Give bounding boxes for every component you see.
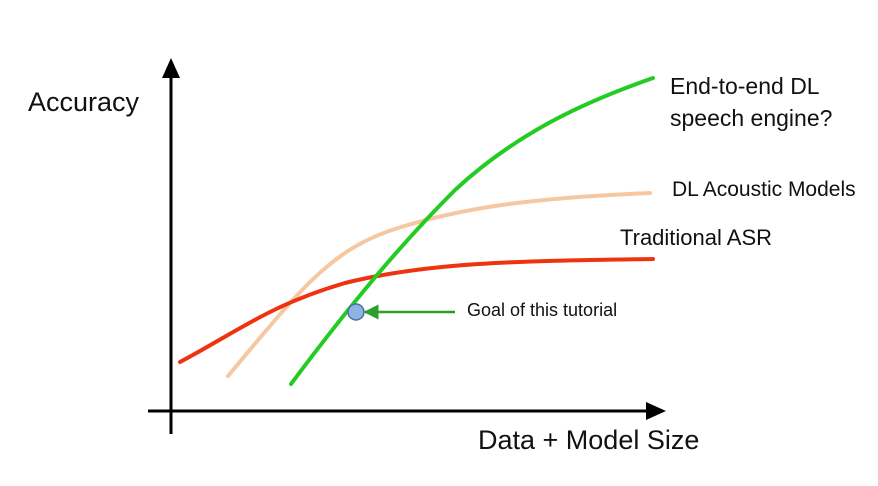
series-label-peach: DL Acoustic Models xyxy=(672,178,856,201)
series-label-green-line2: speech engine? xyxy=(670,105,833,131)
goal-marker xyxy=(347,303,365,321)
series-curve-peach xyxy=(226,191,652,378)
annotation-text: Goal of this tutorial xyxy=(467,300,618,320)
x-axis-label: Data + Model Size xyxy=(478,425,700,455)
series-label-red: Traditional ASR xyxy=(620,225,773,250)
y-axis-arrowhead xyxy=(162,58,180,78)
series-curve-green xyxy=(289,76,655,386)
series-curve-red xyxy=(178,257,655,364)
series-label-green-line1: End-to-end DL xyxy=(670,73,820,99)
x-axis-arrowhead xyxy=(646,402,666,420)
series-label-green: End-to-end DL speech engine? xyxy=(670,70,850,134)
y-axis-label: Accuracy xyxy=(28,87,140,117)
